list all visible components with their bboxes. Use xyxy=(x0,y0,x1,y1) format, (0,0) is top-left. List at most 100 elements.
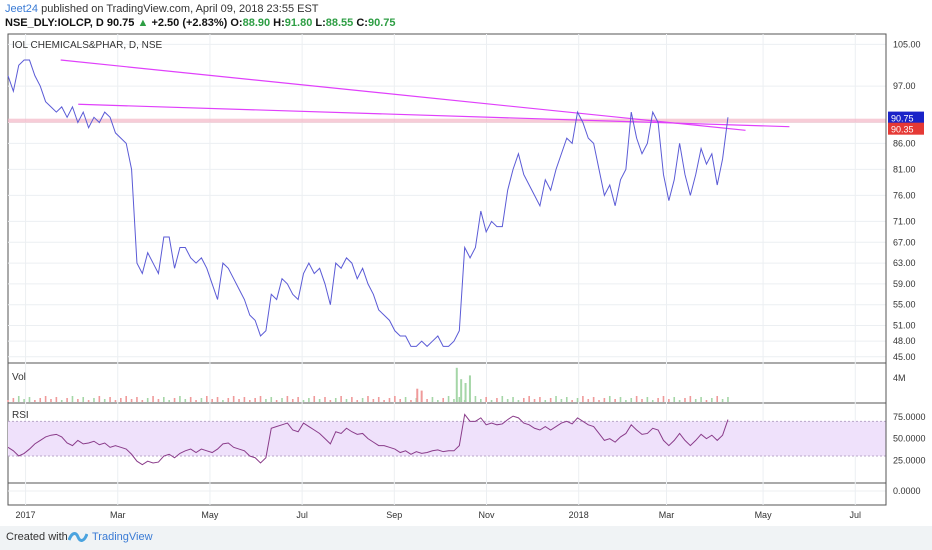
volume-bar xyxy=(668,399,670,402)
volume-spike-bar xyxy=(464,383,467,402)
x-tick-label: Jul xyxy=(850,510,862,520)
volume-bar xyxy=(302,400,305,402)
volume-bar xyxy=(442,398,444,402)
volume-bar xyxy=(727,397,729,402)
tradingview-brand-link[interactable]: TradingView xyxy=(92,531,153,543)
volume-bar xyxy=(372,399,375,402)
volume-bar xyxy=(60,400,63,402)
x-tick-label: May xyxy=(201,510,219,520)
ticker-line: NSE_DLY:IOLCP, D 90.75 ▲ +2.50 (+2.83%) … xyxy=(5,16,396,30)
volume-bar xyxy=(485,397,487,402)
volume-bar xyxy=(598,400,600,402)
close-label: C: xyxy=(356,17,368,29)
rsi-tick-label: 25.0000 xyxy=(893,455,926,465)
publish-header: Jeet24 published on TradingView.com, Apr… xyxy=(5,2,319,16)
volume-bar xyxy=(582,396,584,402)
volume-bar xyxy=(539,397,541,402)
volume-bar xyxy=(82,397,85,402)
rsi-band xyxy=(8,421,886,456)
volume-bar xyxy=(98,396,101,402)
current-price-badge xyxy=(888,111,924,124)
volume-bar xyxy=(50,399,52,402)
volume-bar xyxy=(501,396,504,402)
volume-bar xyxy=(114,400,117,402)
volume-bar xyxy=(592,397,595,402)
volume-bar xyxy=(340,396,342,402)
volume-bar xyxy=(437,400,439,402)
volume-label: Vol xyxy=(12,372,26,383)
volume-bar xyxy=(152,396,154,402)
y-tick-label: 76.00 xyxy=(893,190,916,200)
volume-bar xyxy=(426,399,428,402)
volume-bar xyxy=(28,397,31,402)
volume-bar xyxy=(367,396,369,402)
volume-bar xyxy=(673,397,676,402)
trendline xyxy=(60,59,746,131)
volume-bar xyxy=(619,397,622,402)
volume-bar xyxy=(324,397,326,402)
high-label: H: xyxy=(273,17,285,29)
volume-spike-bar xyxy=(460,379,463,402)
ticker-price: 90.75 xyxy=(106,17,135,29)
open-value: 88.90 xyxy=(242,17,271,29)
volume-bar xyxy=(662,396,665,402)
x-tick-label: May xyxy=(755,510,773,520)
trendline xyxy=(78,103,790,128)
volume-bar xyxy=(646,397,649,402)
volume-bar xyxy=(211,399,213,402)
volume-bar xyxy=(157,399,160,402)
volume-bar xyxy=(120,398,122,402)
y-tick-label: 67.00 xyxy=(893,237,916,247)
high-value: 91.80 xyxy=(284,17,313,29)
open-label: O: xyxy=(230,17,243,29)
volume-bar xyxy=(146,398,149,402)
x-tick-label: Nov xyxy=(479,510,496,520)
footer: Created with TradingView xyxy=(0,526,932,550)
level-price-badge xyxy=(888,122,924,135)
published-text: published on TradingView.com, April 09, … xyxy=(38,3,319,15)
volume-bar xyxy=(254,398,256,402)
volume-bar xyxy=(243,397,246,402)
volume-bar xyxy=(603,398,606,402)
y-tick-label: 81.00 xyxy=(893,164,916,174)
x-tick-label: Mar xyxy=(110,510,126,520)
volume-bar xyxy=(694,399,697,402)
volume-bar xyxy=(394,396,396,402)
volume-bar xyxy=(711,398,713,402)
volume-spike-bar xyxy=(416,388,419,402)
volume-bar xyxy=(630,398,633,402)
volume-bar xyxy=(286,396,289,402)
volume-bar xyxy=(356,400,359,402)
author-link[interactable]: Jeet24 xyxy=(5,3,39,15)
volume-bar xyxy=(184,399,187,402)
volume-bar xyxy=(716,396,719,402)
volume-bar xyxy=(388,398,391,402)
y-tick-label: 55.00 xyxy=(893,300,916,310)
volume-bar xyxy=(77,399,79,402)
volume-bar xyxy=(651,400,654,402)
volume-bar xyxy=(163,397,165,402)
volume-bar xyxy=(109,397,111,402)
volume-bar xyxy=(689,396,692,402)
volume-bar xyxy=(571,400,573,402)
volume-bar xyxy=(136,397,138,402)
volume-bar xyxy=(576,398,579,402)
price-chart[interactable]: 2017 Mar May Jul Sep Nov 2018 Mar May Jul 105.00 97… xyxy=(0,0,932,526)
volume-bar xyxy=(480,399,482,402)
volume-bar xyxy=(544,400,547,402)
rsi-label: RSI xyxy=(12,410,29,421)
rsi-tick-label: 75.0000 xyxy=(893,412,926,422)
volume-bar xyxy=(410,400,412,402)
volume-bar xyxy=(179,396,181,402)
volume-bar xyxy=(216,397,219,402)
volume-bar xyxy=(641,399,643,402)
volume-bar xyxy=(173,398,176,402)
volume-bar xyxy=(313,396,316,402)
level-price-label: 90.35 xyxy=(891,125,914,135)
volume-bar xyxy=(555,396,557,402)
close-value: 90.75 xyxy=(367,17,396,29)
volume-bar xyxy=(431,397,434,402)
x-tick-label: Mar xyxy=(659,510,675,520)
volume-bar xyxy=(71,396,74,402)
volume-bar xyxy=(318,399,321,402)
